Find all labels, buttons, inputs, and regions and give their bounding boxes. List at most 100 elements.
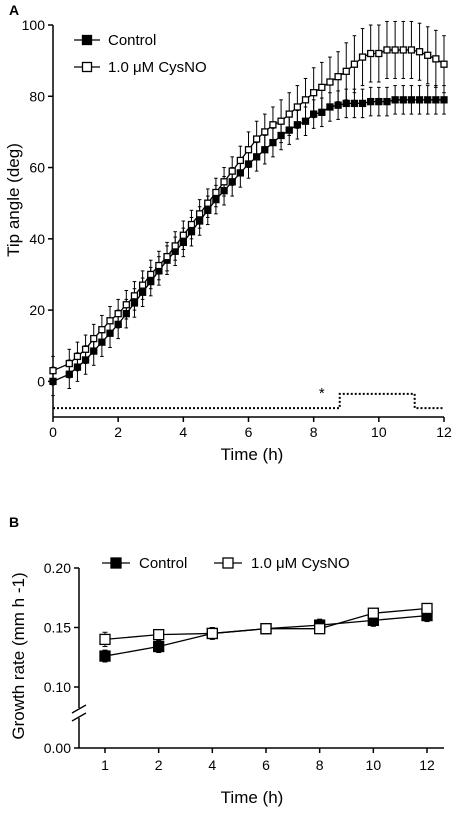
data-point <box>114 310 122 318</box>
legend-marker <box>110 557 122 569</box>
axis-break-mark <box>71 712 87 722</box>
data-point <box>147 270 155 279</box>
data-point <box>334 101 342 109</box>
data-point <box>179 231 187 239</box>
data-point <box>260 623 272 635</box>
panel-a-significance: * <box>53 385 444 410</box>
data-point <box>383 97 391 106</box>
x-tick-label: 2 <box>155 757 163 773</box>
data-point <box>171 242 179 250</box>
x-tick-label: 10 <box>371 424 387 440</box>
data-point <box>153 640 165 653</box>
data-point <box>415 48 424 56</box>
data-point <box>163 252 171 261</box>
data-point <box>244 146 253 154</box>
data-point <box>391 96 399 104</box>
y-tick-label: 60 <box>29 160 45 176</box>
data-point <box>334 73 342 81</box>
panel-a-x-axis-label: Time (h) <box>221 445 284 464</box>
data-point <box>326 78 334 86</box>
y-tick-label: 0.15 <box>44 620 71 636</box>
data-point <box>293 103 302 111</box>
data-point <box>98 326 106 334</box>
x-tick-label: 12 <box>419 757 435 773</box>
data-point <box>367 607 379 619</box>
data-point <box>65 359 73 368</box>
data-point <box>212 188 220 197</box>
data-point <box>81 345 90 353</box>
data-point <box>432 96 440 104</box>
data-point <box>424 96 432 104</box>
data-point <box>375 97 383 106</box>
data-point <box>358 99 367 108</box>
data-point <box>73 352 82 361</box>
data-point <box>318 83 326 92</box>
legend-marker <box>222 557 234 569</box>
data-point <box>49 367 57 375</box>
panel-a-legend: Control 1.0 μM CysNO <box>74 32 207 76</box>
data-point <box>206 627 218 640</box>
data-point <box>407 46 416 54</box>
data-point <box>285 110 293 118</box>
data-point <box>261 128 269 136</box>
significance-asterisk: * <box>319 385 325 402</box>
data-point <box>195 210 204 218</box>
data-point <box>252 135 261 143</box>
significance-trace <box>53 392 444 410</box>
data-point <box>350 60 359 68</box>
panel-b-axes: 0.000.100.150.201 2 4 6 8 10 12 <box>44 560 444 773</box>
y-tick-label: 0.20 <box>44 560 71 576</box>
panel-b-letter: B <box>9 514 19 530</box>
data-point <box>421 602 433 615</box>
y-tick-label: 0 <box>37 373 45 389</box>
data-point <box>399 96 407 104</box>
data-point <box>122 301 130 309</box>
data-point <box>350 99 359 108</box>
data-point <box>432 55 440 63</box>
y-tick-label: 100 <box>22 17 46 33</box>
x-tick-label: 6 <box>245 424 253 440</box>
data-point <box>314 623 326 635</box>
panel-b-y-axis-label: Growth rate (mm h -1) <box>9 572 28 739</box>
x-tick-label: 8 <box>310 424 318 440</box>
data-point <box>424 51 432 59</box>
x-tick-label: 12 <box>436 424 452 440</box>
data-point <box>407 96 416 104</box>
data-point <box>367 97 375 106</box>
data-point <box>301 96 310 104</box>
y-tick-label: 20 <box>29 302 45 318</box>
y-tick-label: 0.10 <box>44 679 71 695</box>
panel-b-legend: Control 1.0 μM CysNO <box>102 555 350 572</box>
data-point <box>440 96 448 104</box>
panel-b-x-axis-label: Time (h) <box>221 788 284 807</box>
data-point <box>130 292 139 300</box>
data-point <box>153 628 165 641</box>
data-point <box>220 178 228 186</box>
y-tick-label: 0.00 <box>44 740 71 756</box>
data-point <box>187 220 196 229</box>
legend-label: Control <box>108 32 156 49</box>
data-point <box>269 121 277 129</box>
data-point <box>358 53 367 61</box>
data-point <box>106 317 114 325</box>
data-point <box>99 650 111 662</box>
data-point <box>99 633 111 646</box>
data-point <box>399 46 407 54</box>
x-tick-label: 10 <box>366 757 382 773</box>
data-point <box>277 117 285 125</box>
data-point <box>155 261 163 270</box>
legend-marker <box>81 61 93 73</box>
data-point <box>228 167 236 175</box>
panel-b-series <box>99 602 433 663</box>
y-tick-label: 80 <box>29 88 45 104</box>
legend-label: 1.0 μM CysNO <box>108 59 207 76</box>
data-point <box>342 99 350 108</box>
legend-marker <box>81 34 93 46</box>
data-point <box>440 60 448 68</box>
series-cysno <box>99 602 433 648</box>
data-point <box>367 49 375 58</box>
data-point <box>375 49 383 58</box>
data-point <box>342 67 350 75</box>
panel-a-axes: 0 2 4 6 8 10 12 0 20 40 60 80 100 <box>22 17 452 440</box>
panel-a: A 0 2 4 6 8 10 12 0 20 40 60 80 100 * Control 1.0 μM … <box>4 2 452 464</box>
